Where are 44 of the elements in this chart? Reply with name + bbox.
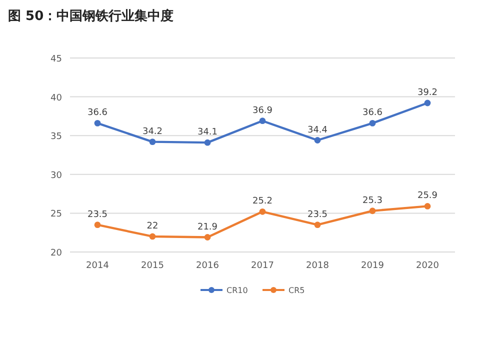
x-tick-label: 2020	[416, 261, 440, 271]
data-label: 23.5	[87, 210, 108, 220]
point	[259, 208, 266, 215]
x-tick-label: 2016	[196, 261, 220, 271]
data-label: 23.5	[307, 210, 328, 220]
legend-label: CR5	[288, 286, 305, 295]
y-tick-label: 45	[50, 54, 62, 64]
y-tick-label: 25	[50, 210, 62, 220]
point	[424, 100, 431, 106]
point	[149, 138, 156, 146]
data-label: 39.2	[417, 88, 438, 98]
point	[204, 139, 211, 146]
point	[204, 234, 211, 240]
point	[149, 233, 156, 240]
point	[314, 222, 321, 228]
data-label: 25.2	[252, 196, 273, 207]
y-tick-label: 30	[50, 170, 62, 181]
x-tick-label: 2019	[361, 261, 384, 271]
data-label: 36.6	[362, 108, 383, 118]
data-label: 25.9	[417, 191, 438, 202]
y-tick-label: 35	[50, 132, 62, 142]
data-label: 25.3	[362, 196, 383, 206]
point	[424, 203, 431, 210]
x-tick-label: 2014	[86, 261, 110, 271]
x-tick-label: 2018	[306, 261, 330, 271]
data-label: 22	[146, 221, 158, 232]
data-label: 36.6	[87, 108, 108, 118]
point	[369, 120, 376, 126]
point	[94, 120, 101, 126]
x-tick-label: 2015	[141, 261, 164, 271]
data-label: 36.9	[252, 106, 273, 116]
data-label: 21.9	[197, 222, 218, 232]
chart-title: 图 50：中国钢铁行业集中度	[8, 8, 174, 24]
data-label: 34.4	[307, 125, 328, 136]
point	[259, 118, 266, 124]
y-tick-label: 40	[50, 93, 62, 104]
data-label: 34.1	[197, 128, 218, 138]
point	[314, 137, 321, 144]
x-tick-label: 2017	[251, 261, 274, 271]
y-tick-label: 20	[50, 248, 62, 258]
point	[94, 222, 101, 228]
data-label: 34.2	[142, 126, 163, 137]
legend-label: CR10	[226, 286, 248, 295]
point	[369, 208, 376, 214]
